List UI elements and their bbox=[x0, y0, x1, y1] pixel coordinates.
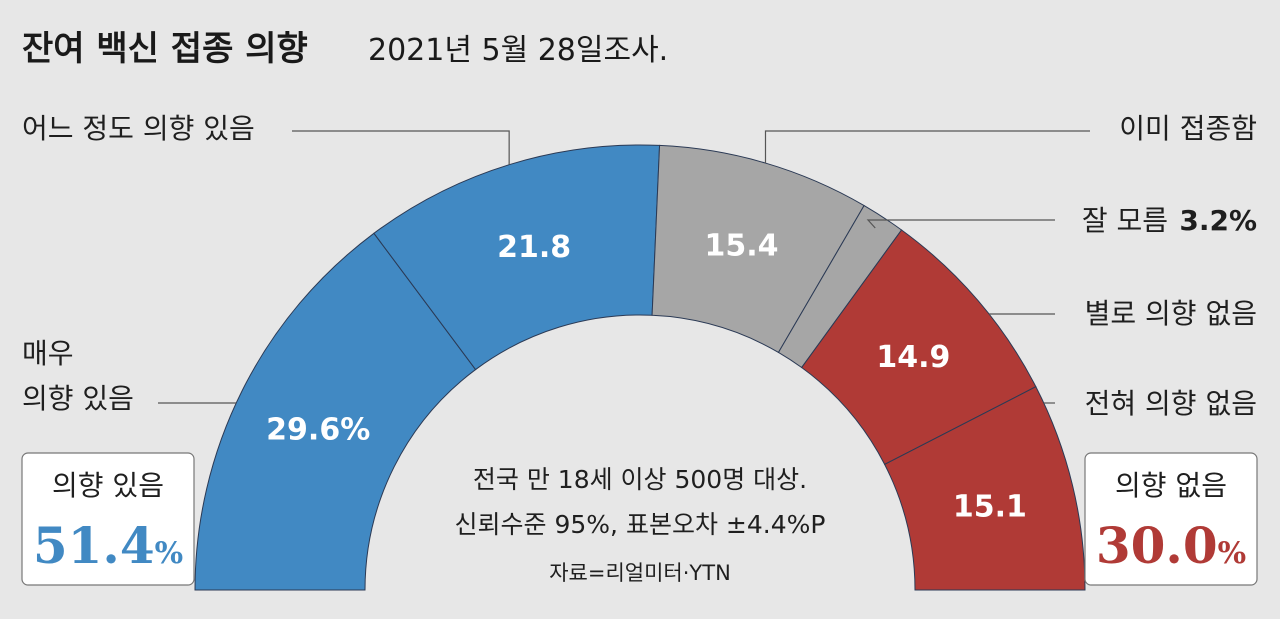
survey-note-sample: 전국 만 18세 이상 500명 대상. bbox=[473, 465, 807, 494]
negative-total-value: 30.0% bbox=[1096, 516, 1246, 575]
slice-1-value: 29.6% bbox=[266, 413, 370, 448]
source-note: 자료=리얼미터·YTN bbox=[549, 561, 731, 585]
slice-values: 29.6% 21.8 15.4 14.9 15.1 bbox=[266, 229, 1027, 525]
survey-note-confidence: 신뢰수준 95%, 표본오차 ±4.4%P bbox=[455, 510, 826, 539]
slice-1-label: 의향 있음 bbox=[22, 382, 134, 415]
slice-2-value: 21.8 bbox=[497, 230, 571, 265]
slice-5-label: 별로 의향 없음 bbox=[1085, 297, 1257, 330]
slice-3-value: 15.4 bbox=[705, 229, 779, 264]
slice-1-arc bbox=[194, 232, 477, 591]
chart-title: 잔여 백신 접종 의향 bbox=[22, 29, 308, 69]
positive-total-box-frame bbox=[21, 452, 195, 586]
slice-6-label: 전혀 의향 없음 bbox=[1085, 387, 1257, 420]
slices bbox=[194, 144, 1086, 591]
negative-total-box: 의향 없음 30.0% bbox=[1084, 452, 1258, 586]
slice-1-label: 매우 bbox=[22, 337, 74, 370]
positive-total-label: 의향 있음 bbox=[52, 469, 164, 502]
slice-4-leader bbox=[866, 219, 1055, 229]
slice-5-value: 14.9 bbox=[876, 340, 950, 375]
positive-total-value: 51.4% bbox=[33, 516, 183, 575]
leader-lines bbox=[158, 130, 1090, 404]
chart-subtitle: 2021년 5월 28일조사. bbox=[368, 33, 668, 68]
slice-4-label: 잘 모름 bbox=[1082, 204, 1168, 237]
slice-2-leader bbox=[292, 130, 510, 165]
slice-2-label: 어느 정도 의향 있음 bbox=[22, 112, 255, 145]
negative-total-label: 의향 없음 bbox=[1115, 469, 1227, 502]
positive-total-box: 의향 있음 51.4% bbox=[21, 452, 195, 586]
slice-6-value: 15.1 bbox=[953, 489, 1027, 524]
slice-4-value: 3.2% bbox=[1179, 204, 1257, 237]
negative-total-box-frame bbox=[1084, 452, 1258, 586]
slice-3-label: 이미 접종함 bbox=[1119, 112, 1257, 145]
slice-6-arc bbox=[883, 386, 1086, 591]
slice-3-leader bbox=[764, 130, 1090, 164]
